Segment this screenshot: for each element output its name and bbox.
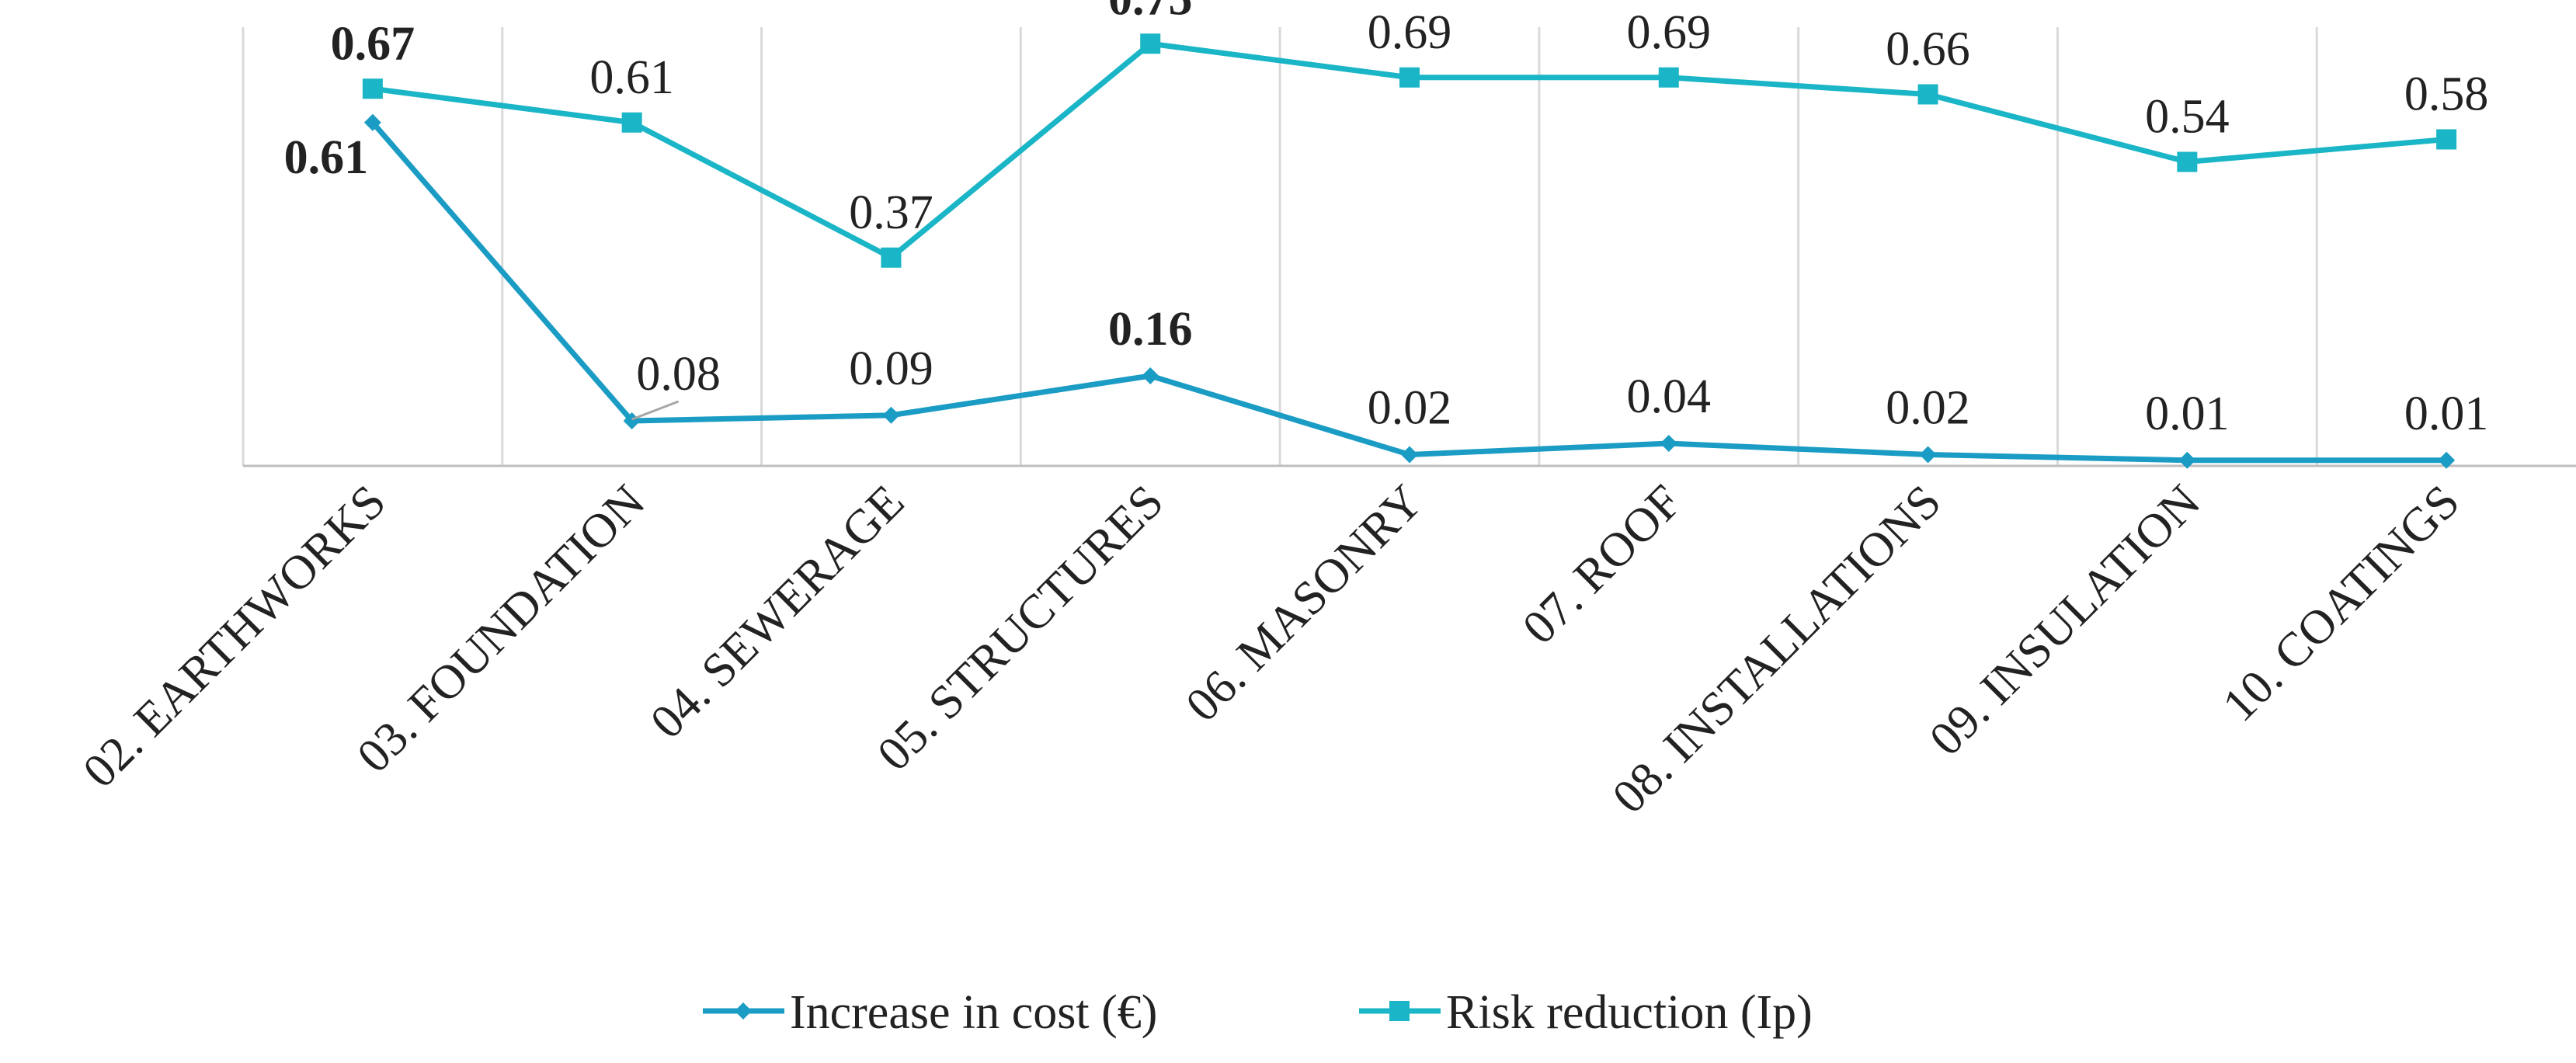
data-label: 0.08 xyxy=(636,348,721,401)
data-point-square xyxy=(1917,84,1938,105)
x-tick-label: 03. FOUNDATION xyxy=(347,475,655,783)
x-tick-label: 05. STRUCTURES xyxy=(867,475,1173,781)
data-point-diamond xyxy=(2178,451,2196,469)
data-label: 0.61 xyxy=(284,131,369,184)
data-point-diamond xyxy=(363,113,381,131)
legend: Increase in cost (€) Risk reduction (Ip) xyxy=(703,986,1813,1039)
x-tick-label: 09. INSULATION xyxy=(1920,475,2210,766)
legend-marker-square xyxy=(1389,1001,1410,1021)
gridlines xyxy=(242,27,2318,466)
x-tick-label: 10. COATINGS xyxy=(2213,475,2470,732)
data-point-diamond xyxy=(1660,435,1677,452)
data-point-diamond xyxy=(1142,367,1159,384)
data-label: 0.04 xyxy=(1627,370,1712,423)
data-label: 0.58 xyxy=(2404,68,2489,121)
x-tick-label: 06. MASONRY xyxy=(1176,475,1433,732)
data-label: 0.69 xyxy=(1368,6,1452,59)
data-point-square xyxy=(1399,67,1420,88)
data-label: 0.02 xyxy=(1368,382,1452,435)
data-label: 0.01 xyxy=(2145,387,2230,440)
data-label: 0.02 xyxy=(1886,382,1970,435)
data-point-square xyxy=(2177,151,2198,172)
data-label: 0.37 xyxy=(849,186,933,239)
data-label: 0.69 xyxy=(1627,6,1712,59)
x-tick-label: 02. EARTHWORKS xyxy=(73,475,396,798)
data-point-square xyxy=(362,78,383,99)
data-point-diamond xyxy=(882,406,900,424)
x-tick-label: 04. SEWERAGE xyxy=(641,475,915,749)
data-point-square xyxy=(621,112,642,133)
data-label: 0.67 xyxy=(331,17,415,70)
data-point-square xyxy=(881,247,902,268)
data-label: 0.16 xyxy=(1108,303,1193,356)
data-label: 0.61 xyxy=(589,51,674,104)
data-point-diamond xyxy=(1401,446,1418,464)
legend-label: Increase in cost (€) xyxy=(790,986,1157,1039)
legend-label: Risk reduction (Ip) xyxy=(1446,986,1813,1039)
series-group xyxy=(362,33,2457,469)
data-labels: 0.61 0.08 0.09 0.16 0.02 0.04 0.02 0.01 0.01 0.67… xyxy=(284,0,2489,440)
data-point-diamond xyxy=(2438,451,2456,469)
x-tick-label: 07. ROOF xyxy=(1513,475,1692,655)
data-label: 0.75 xyxy=(1108,0,1193,25)
data-label: 0.09 xyxy=(849,342,933,395)
data-label: 0.01 xyxy=(2404,387,2489,440)
data-label: 0.54 xyxy=(2145,91,2230,144)
legend-marker-diamond xyxy=(735,1002,752,1020)
data-point-square xyxy=(1140,33,1161,54)
data-point-diamond xyxy=(1919,446,1937,464)
data-label: 0.66 xyxy=(1886,23,1970,76)
label-leader-line xyxy=(631,400,680,421)
data-point-square xyxy=(1658,67,1679,88)
data-point-square xyxy=(2436,129,2457,150)
